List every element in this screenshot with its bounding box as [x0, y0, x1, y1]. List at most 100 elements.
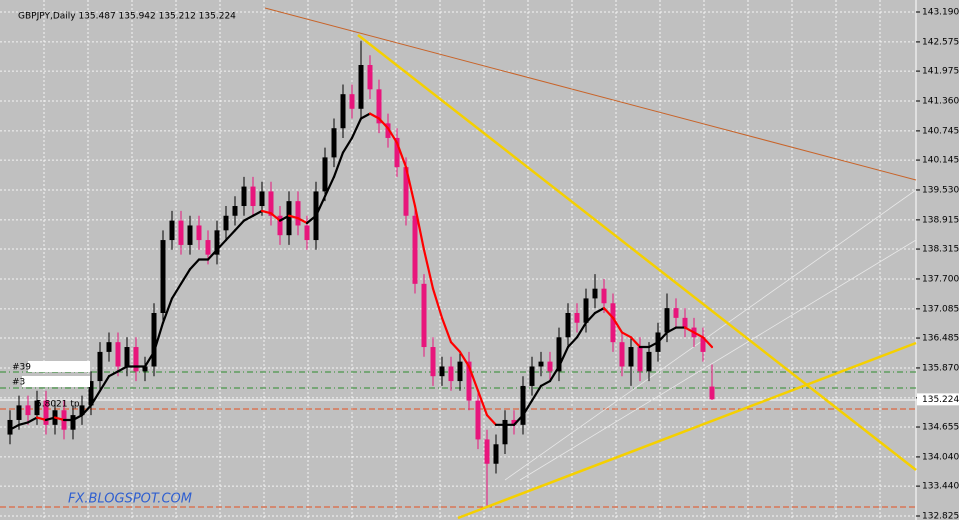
candle-body: [79, 405, 85, 416]
ma-segment: [89, 389, 102, 407]
candle-body: [403, 167, 409, 216]
y-tick-label: 140.745: [922, 126, 959, 136]
ma-segment: [485, 414, 498, 426]
y-tick-label: 137.085: [922, 304, 959, 314]
candle-body: [412, 215, 418, 284]
candle-body: [484, 439, 490, 464]
candle-body: [205, 240, 211, 255]
candle-body: [358, 65, 364, 109]
ma-segment: [224, 229, 237, 242]
candle-body: [448, 366, 454, 382]
y-tick-label: 143.190: [922, 8, 959, 18]
ma-segment: [350, 117, 363, 140]
candle-body: [394, 137, 400, 168]
ma-segment: [251, 209, 264, 217]
ma-segment: [233, 219, 246, 232]
chart-title: GBPJPY,Daily 135.487 135.942 135.212 135…: [18, 12, 236, 22]
candle-body: [304, 225, 310, 241]
y-tick-label: 138.915: [922, 215, 959, 225]
candle-body: [214, 230, 220, 255]
ma-segment: [242, 214, 255, 222]
y-tick-label: 137.700: [922, 274, 959, 284]
candle-body: [259, 191, 265, 207]
candle-body: [7, 419, 13, 435]
ma-segment: [611, 316, 624, 334]
ma-segment: [431, 287, 444, 319]
candle-body: [295, 201, 301, 226]
ma-segment: [188, 258, 201, 271]
ma-segment: [566, 336, 579, 349]
ma-segment: [332, 151, 345, 178]
candle-body: [331, 128, 337, 158]
candle-body: [133, 347, 139, 372]
ma-segment: [467, 365, 480, 392]
candle-body: [43, 400, 49, 425]
ma-segment: [17, 421, 30, 426]
candle-body: [493, 444, 499, 464]
y-tick-label: 138.315: [922, 245, 959, 255]
ma-segment: [269, 212, 282, 222]
ma-segment: [116, 365, 129, 373]
candle-body: [529, 366, 535, 386]
ma-segment: [143, 350, 156, 368]
candle-body: [340, 94, 346, 129]
ma-segment: [575, 321, 588, 339]
moving-average: [8, 112, 714, 431]
ma-segment: [278, 214, 291, 222]
ma-segment: [620, 331, 633, 339]
candle-body: [466, 361, 472, 401]
candle-body: [385, 123, 391, 138]
candle-body: [646, 351, 652, 372]
ma-segment: [413, 204, 426, 251]
candles: [7, 40, 715, 508]
candle-body: [25, 405, 31, 416]
candle-body: [457, 361, 463, 382]
order-label: #39: [12, 363, 31, 373]
ma-segment: [404, 166, 417, 208]
candle-body: [196, 225, 202, 241]
ma-segment: [512, 414, 525, 426]
candle-body: [430, 347, 436, 377]
ma-segment: [422, 248, 435, 290]
trendline: [504, 189, 917, 481]
candle-body: [88, 381, 94, 406]
y-tick-label: 139.530: [922, 185, 959, 195]
ma-segment: [395, 141, 408, 169]
candle-body: [574, 312, 580, 323]
y-tick-label: 142.575: [922, 37, 959, 47]
ma-segment: [314, 195, 327, 217]
y-tick-label: 134.655: [922, 423, 959, 433]
candle-body: [169, 220, 175, 241]
ma-segment: [629, 336, 642, 349]
ma-segment: [341, 136, 354, 154]
ma-segment: [692, 331, 705, 339]
candle-body: [511, 419, 517, 425]
ma-segment: [179, 268, 192, 285]
ma-segment: [377, 117, 390, 130]
candle-body: [583, 298, 589, 323]
ma-segment: [161, 297, 174, 324]
candle-body: [619, 342, 625, 367]
y-tick-label: 135.870: [922, 363, 959, 373]
candle-body: [556, 337, 562, 372]
order-label: #3: [12, 378, 25, 388]
candle-body: [160, 240, 166, 313]
ma-segment: [71, 414, 84, 422]
candle-body: [637, 347, 643, 372]
ma-segment: [530, 384, 543, 402]
ma-segment: [215, 238, 228, 251]
candle-body: [520, 385, 526, 425]
y-tick-label: 141.975: [922, 67, 959, 77]
ma-segment: [206, 248, 219, 261]
candle-body: [502, 419, 508, 445]
ma-segment: [35, 416, 48, 422]
trendline: [457, 341, 917, 520]
ma-segment: [386, 127, 399, 144]
y-tick-label: 133.440: [922, 482, 959, 492]
y-tick-label: 141.360: [922, 96, 959, 106]
ma-segment: [296, 217, 309, 225]
candle-body: [187, 225, 193, 245]
ma-segment: [701, 336, 714, 349]
ma-segment: [602, 307, 615, 319]
